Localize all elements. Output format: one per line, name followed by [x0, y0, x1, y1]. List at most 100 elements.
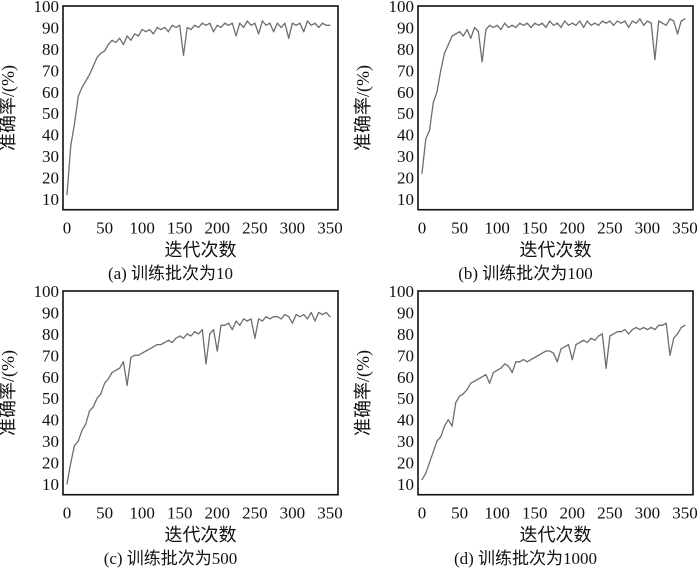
data-point: [299, 316, 301, 318]
data-point: [205, 24, 207, 26]
x-tick-label: 250: [242, 219, 268, 238]
data-point: [477, 31, 479, 33]
data-point: [650, 22, 652, 24]
x-tick-label: 350: [317, 504, 343, 523]
data-point: [284, 22, 286, 24]
data-point: [522, 24, 525, 26]
data-point: [156, 26, 158, 29]
y-tick-label: 30: [42, 147, 59, 166]
data-point: [182, 337, 185, 339]
data-point: [227, 24, 230, 26]
data-point: [314, 22, 316, 24]
data-point: [560, 348, 562, 350]
data-point: [665, 322, 667, 324]
data-point: [70, 144, 72, 146]
data-point: [658, 20, 660, 22]
data-point: [73, 123, 76, 125]
data-point: [318, 26, 320, 29]
x-tick-label: 350: [672, 219, 698, 238]
data-point: [205, 363, 207, 365]
data-point: [549, 350, 551, 352]
data-point: [130, 356, 132, 359]
y-axis-label: 准确率/(%): [353, 65, 374, 151]
data-point: [590, 337, 592, 339]
y-tick-label: 10: [397, 190, 414, 209]
data-point: [519, 22, 521, 24]
subplot-caption: (c) 训练批次为500: [104, 549, 238, 568]
data-point: [462, 393, 464, 395]
x-tick-label: 200: [205, 219, 231, 238]
data-point: [451, 425, 453, 427]
data-point: [425, 138, 427, 140]
y-tick-label: 30: [397, 147, 414, 166]
data-point: [220, 26, 222, 29]
data-point: [646, 20, 649, 22]
data-point: [273, 31, 275, 33]
y-tick-label: 10: [42, 475, 59, 494]
data-point: [171, 24, 173, 26]
data-point: [134, 354, 136, 356]
data-point: [624, 329, 626, 331]
data-point: [455, 33, 457, 35]
data-point: [541, 22, 543, 24]
data-point: [511, 371, 513, 374]
subplot-c: 10 20 30 40 50 60 70 80 90 100 0 50 100 150 200 250 300 3…: [0, 282, 343, 568]
data-point: [564, 346, 566, 348]
data-point: [303, 31, 305, 33]
data-point: [280, 318, 282, 320]
data-point: [556, 22, 558, 24]
accuracy-line: [421, 322, 686, 481]
subplot-caption: (b) 训练批次为100: [458, 264, 593, 283]
data-point: [586, 20, 588, 22]
data-point: [85, 80, 87, 82]
y-tick-label: 90: [42, 18, 59, 37]
data-point: [684, 18, 686, 20]
data-point: [458, 31, 461, 33]
data-point: [609, 335, 611, 337]
data-point: [227, 322, 230, 324]
data-point: [601, 20, 603, 22]
data-point: [291, 22, 294, 24]
data-point: [507, 365, 510, 367]
data-point: [265, 24, 267, 26]
data-point: [447, 419, 449, 421]
x-tick-label: 150: [167, 504, 193, 523]
x-tick-label: 50: [451, 219, 468, 238]
data-point: [643, 24, 645, 26]
x-axis-label: 迭代次数: [165, 525, 237, 545]
data-point: [496, 369, 498, 371]
data-point: [560, 26, 562, 29]
x-tick-label: 250: [597, 504, 623, 523]
x-tick-label: 100: [484, 219, 510, 238]
data-point: [428, 129, 431, 131]
data-point: [107, 378, 109, 380]
y-tick-label: 80: [397, 325, 414, 344]
data-point: [246, 320, 248, 322]
data-point: [291, 322, 294, 324]
y-tick-label: 80: [397, 40, 414, 59]
x-tick-label: 150: [522, 504, 548, 523]
x-axis-label: 迭代次数: [520, 240, 592, 260]
data-point: [269, 318, 271, 320]
data-point: [643, 326, 645, 329]
data-point: [549, 20, 551, 22]
x-tick-label: 100: [129, 504, 155, 523]
data-point: [537, 24, 540, 26]
data-point: [122, 44, 124, 46]
data-point: [96, 56, 98, 59]
data-point: [673, 337, 675, 339]
data-point: [160, 344, 162, 346]
data-point: [299, 22, 301, 24]
accuracy-line: [66, 311, 331, 485]
data-point: [310, 311, 312, 314]
data-point: [269, 22, 271, 24]
data-point: [628, 26, 630, 29]
data-point: [443, 425, 446, 427]
data-point: [601, 333, 603, 335]
data-point: [175, 337, 177, 339]
data-point: [81, 86, 83, 89]
data-point: [440, 69, 442, 71]
data-point: [605, 22, 607, 24]
data-point: [276, 22, 278, 24]
data-point: [571, 22, 573, 24]
